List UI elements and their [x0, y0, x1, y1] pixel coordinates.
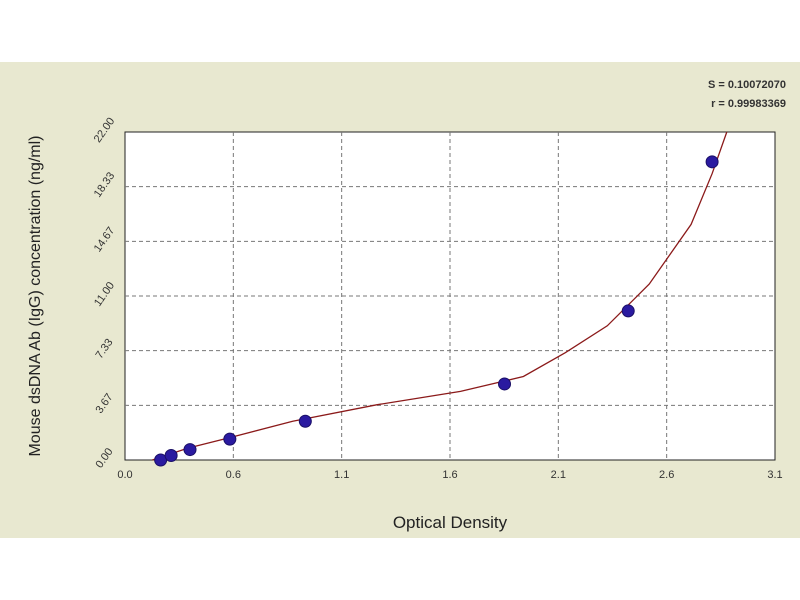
y-tick-label: 0.00: [93, 446, 115, 470]
data-point: [298, 414, 312, 428]
chart-panel: 0.0 0.6 1.1 1.6 2.1 2.6 3.1 0.00 3.67 7.33 11.00 14…: [0, 62, 800, 538]
data-point: [223, 432, 237, 446]
data-points: [154, 155, 719, 467]
y-tick-label: 18.33: [92, 170, 118, 199]
data-point: [705, 155, 719, 169]
x-tick-label: 0.0: [117, 469, 132, 481]
x-tick-label: 2.1: [551, 469, 566, 481]
x-tick-label: 2.6: [659, 469, 674, 481]
y-tick-label: 14.67: [92, 225, 118, 254]
y-tick-label: 11.00: [92, 280, 117, 309]
y-tick-label: 22.00: [92, 116, 118, 145]
chart-svg: 0.0 0.6 1.1 1.6 2.1 2.6 3.1 0.00 3.67 7.33 11.00 14…: [27, 79, 786, 532]
y-tick-label: 7.33: [93, 337, 115, 361]
y-tick-label: 3.67: [93, 391, 115, 415]
data-point: [498, 377, 512, 391]
stat-r: r = 0.99983369: [711, 98, 786, 110]
x-tick-label: 1.1: [334, 469, 349, 481]
stat-s: S = 0.10072070: [708, 79, 786, 91]
grid-lines: [125, 132, 775, 460]
data-point: [621, 304, 635, 318]
x-axis-title: Optical Density: [393, 513, 508, 532]
x-tick-label: 3.1: [767, 469, 782, 481]
data-point: [164, 449, 178, 463]
data-point: [183, 443, 197, 457]
x-tick-label: 0.6: [226, 469, 241, 481]
x-tick-label: 1.6: [442, 469, 457, 481]
y-axis-title: Mouse dsDNA Ab (IgG) concentration (ng/m…: [27, 135, 44, 456]
